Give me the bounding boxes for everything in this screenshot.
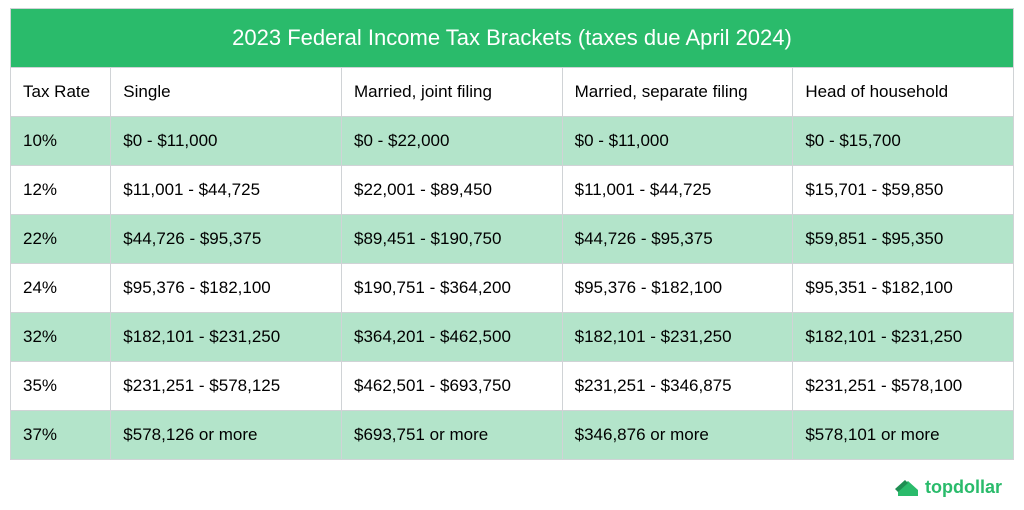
table-row: 24%$95,376 - $182,100$190,751 - $364,200… [11, 264, 1014, 313]
table-row: 12%$11,001 - $44,725$22,001 - $89,450$11… [11, 166, 1014, 215]
table-cell: $182,101 - $231,250 [562, 313, 793, 362]
table-cell: $346,876 or more [562, 411, 793, 460]
table-cell: $578,101 or more [793, 411, 1014, 460]
table-cell: 22% [11, 215, 111, 264]
table-cell: 12% [11, 166, 111, 215]
table-cell: $182,101 - $231,250 [793, 313, 1014, 362]
column-header: Single [111, 68, 342, 117]
column-header: Head of household [793, 68, 1014, 117]
table-cell: $44,726 - $95,375 [111, 215, 342, 264]
table-cell: $190,751 - $364,200 [341, 264, 562, 313]
table-cell: $578,126 or more [111, 411, 342, 460]
column-header: Married, joint filing [341, 68, 562, 117]
column-header-row: Tax RateSingleMarried, joint filingMarri… [11, 68, 1014, 117]
table-row: 35%$231,251 - $578,125$462,501 - $693,75… [11, 362, 1014, 411]
table-cell: $95,351 - $182,100 [793, 264, 1014, 313]
table-cell: 37% [11, 411, 111, 460]
table-container: 2023 Federal Income Tax Brackets (taxes … [0, 0, 1024, 460]
logo-icon [895, 476, 921, 498]
table-cell: 32% [11, 313, 111, 362]
table-row: 22%$44,726 - $95,375$89,451 - $190,750$4… [11, 215, 1014, 264]
table-row: 32%$182,101 - $231,250$364,201 - $462,50… [11, 313, 1014, 362]
table-cell: $231,251 - $578,100 [793, 362, 1014, 411]
table-title: 2023 Federal Income Tax Brackets (taxes … [10, 8, 1014, 67]
logo-text: topdollar [925, 477, 1002, 498]
table-cell: $59,851 - $95,350 [793, 215, 1014, 264]
table-cell: $15,701 - $59,850 [793, 166, 1014, 215]
table-cell: $22,001 - $89,450 [341, 166, 562, 215]
tax-bracket-table: 2023 Federal Income Tax Brackets (taxes … [10, 8, 1014, 460]
table-cell: $462,501 - $693,750 [341, 362, 562, 411]
table-cell: $231,251 - $346,875 [562, 362, 793, 411]
table-cell: $11,001 - $44,725 [111, 166, 342, 215]
brand-logo: topdollar [895, 476, 1002, 498]
table-head: Tax RateSingleMarried, joint filingMarri… [11, 68, 1014, 117]
table-cell: $0 - $11,000 [562, 117, 793, 166]
table-cell: $44,726 - $95,375 [562, 215, 793, 264]
table-cell: $11,001 - $44,725 [562, 166, 793, 215]
table-cell: $0 - $22,000 [341, 117, 562, 166]
table-body: 10%$0 - $11,000$0 - $22,000$0 - $11,000$… [11, 117, 1014, 460]
table-cell: 10% [11, 117, 111, 166]
column-header: Married, separate filing [562, 68, 793, 117]
table-cell: $95,376 - $182,100 [111, 264, 342, 313]
table-cell: $89,451 - $190,750 [341, 215, 562, 264]
table-cell: $182,101 - $231,250 [111, 313, 342, 362]
table-cell: 24% [11, 264, 111, 313]
table-cell: 35% [11, 362, 111, 411]
table-cell: $0 - $11,000 [111, 117, 342, 166]
column-header: Tax Rate [11, 68, 111, 117]
table-cell: $0 - $15,700 [793, 117, 1014, 166]
table-cell: $693,751 or more [341, 411, 562, 460]
table-cell: $95,376 - $182,100 [562, 264, 793, 313]
table-row: 10%$0 - $11,000$0 - $22,000$0 - $11,000$… [11, 117, 1014, 166]
table-cell: $231,251 - $578,125 [111, 362, 342, 411]
table-row: 37%$578,126 or more$693,751 or more$346,… [11, 411, 1014, 460]
table-cell: $364,201 - $462,500 [341, 313, 562, 362]
